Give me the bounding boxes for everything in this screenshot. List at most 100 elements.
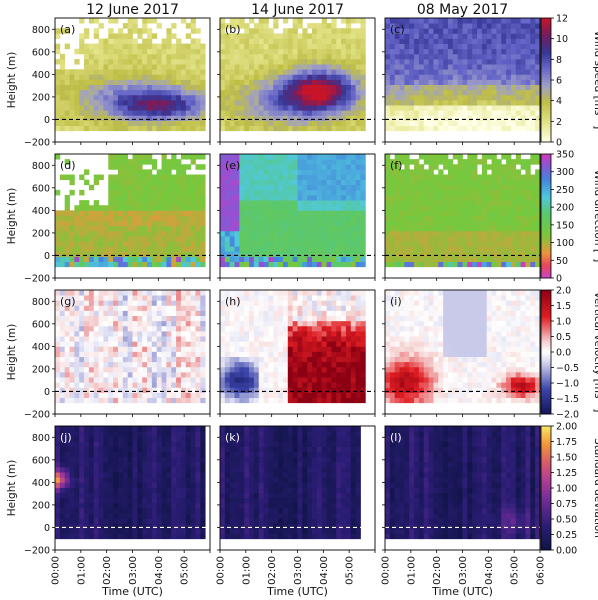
heatmap-cell (69, 261, 75, 268)
heatmap-cell (229, 154, 235, 160)
heatmap-cell (190, 387, 196, 393)
heatmap-cell (282, 184, 289, 191)
heatmap-cell (249, 115, 255, 121)
heatmap-cell (176, 38, 182, 45)
heatmap-cell (224, 366, 231, 373)
heatmap-cell (84, 320, 90, 327)
heatmap-cell (239, 189, 245, 196)
heatmap-cell (331, 194, 337, 201)
heatmap-cell (336, 220, 342, 227)
heatmap-cell (535, 251, 541, 257)
heatmap-cell (404, 184, 410, 191)
heatmap-cell (93, 79, 99, 86)
heatmap-cell (142, 235, 148, 242)
heatmap-cell (525, 120, 531, 126)
heatmap-cell (127, 215, 133, 222)
heatmap-cell (418, 58, 425, 65)
heatmap-cell (84, 120, 90, 126)
heatmap-cell (326, 251, 332, 257)
heatmap-cell (477, 48, 483, 55)
heatmap-cell (180, 246, 187, 252)
heatmap-cell (180, 215, 187, 222)
heatmap-cell (229, 356, 235, 363)
heatmap-cell (399, 189, 405, 196)
heatmap-cell (389, 241, 396, 247)
heatmap-cell (234, 18, 240, 24)
heatmap-cell (506, 125, 512, 132)
heatmap-cell (229, 99, 235, 106)
heatmap-cell (147, 184, 153, 191)
heatmap-cell (258, 366, 264, 373)
heatmap-cell (151, 246, 158, 252)
heatmap-cell (515, 194, 522, 201)
heatmap-cell (520, 120, 526, 126)
panel-label: (d) (60, 159, 76, 172)
heatmap-cell (491, 53, 497, 60)
heatmap-cell (258, 320, 264, 327)
heatmap-cell (336, 235, 342, 242)
heatmap-cell (481, 256, 488, 262)
heatmap-cell (180, 325, 187, 332)
heatmap-cell (239, 241, 245, 247)
heatmap-cell (132, 154, 138, 160)
heatmap-cell (467, 58, 473, 65)
heatmap-cell (336, 99, 342, 106)
heatmap-cell (79, 220, 85, 227)
heatmap-cell (506, 94, 512, 101)
heatmap-cell (496, 174, 502, 181)
heatmap-cell (176, 53, 182, 60)
heatmap-cell (510, 215, 517, 222)
heatmap-cell (385, 43, 391, 50)
heatmap-cell (535, 210, 541, 216)
heatmap-cell (462, 58, 468, 65)
heatmap-cell (239, 320, 245, 327)
heatmap-cell (394, 64, 400, 70)
heatmap-cell (273, 305, 279, 311)
heatmap-cell (307, 241, 313, 247)
heatmap-cell (268, 164, 274, 170)
heatmap-cell (190, 397, 196, 404)
heatmap-cell (506, 69, 512, 75)
heatmap-cell (185, 110, 192, 116)
heatmap-cell (132, 346, 138, 352)
heatmap-cell (263, 361, 269, 368)
heatmap-cell (282, 330, 289, 337)
heatmap-cell (98, 387, 104, 393)
heatmap-cell (515, 261, 522, 268)
heatmap-cell (477, 220, 483, 227)
heatmap-cell (176, 115, 182, 121)
heatmap-cell (307, 125, 313, 132)
heatmap-cell (307, 53, 313, 60)
heatmap-cell (486, 48, 492, 55)
heatmap-cell (127, 84, 133, 91)
heatmap-cell (59, 310, 66, 317)
heatmap-cell (510, 79, 517, 86)
heatmap-cell (224, 351, 231, 358)
heatmap-cell (409, 48, 415, 55)
heatmap-cell (355, 210, 361, 216)
heatmap-cell (108, 89, 114, 96)
heatmap-cell (414, 215, 420, 222)
heatmap-cell (180, 397, 187, 404)
heatmap-cell (161, 205, 167, 211)
heatmap-cell (74, 346, 80, 352)
heatmap-cell (481, 174, 488, 181)
heatmap-cell (156, 382, 162, 388)
heatmap-cell (103, 366, 109, 373)
heatmap-cell (423, 33, 429, 39)
heatmap-cell (108, 38, 114, 45)
heatmap-cell (447, 205, 454, 211)
heatmap-cell (55, 382, 61, 388)
heatmap-cell (316, 261, 323, 268)
heatmap-cell (200, 110, 206, 116)
heatmap-cell (220, 179, 226, 186)
heatmap-cell (341, 58, 347, 65)
heatmap-cell (161, 295, 167, 301)
heatmap-cell (438, 225, 444, 232)
heatmap-cell (418, 154, 425, 160)
heatmap-cell (467, 69, 473, 75)
heatmap-cell (161, 382, 167, 388)
heatmap-cell (180, 205, 187, 211)
heatmap-cell (282, 69, 289, 75)
heatmap-cell (185, 99, 192, 106)
